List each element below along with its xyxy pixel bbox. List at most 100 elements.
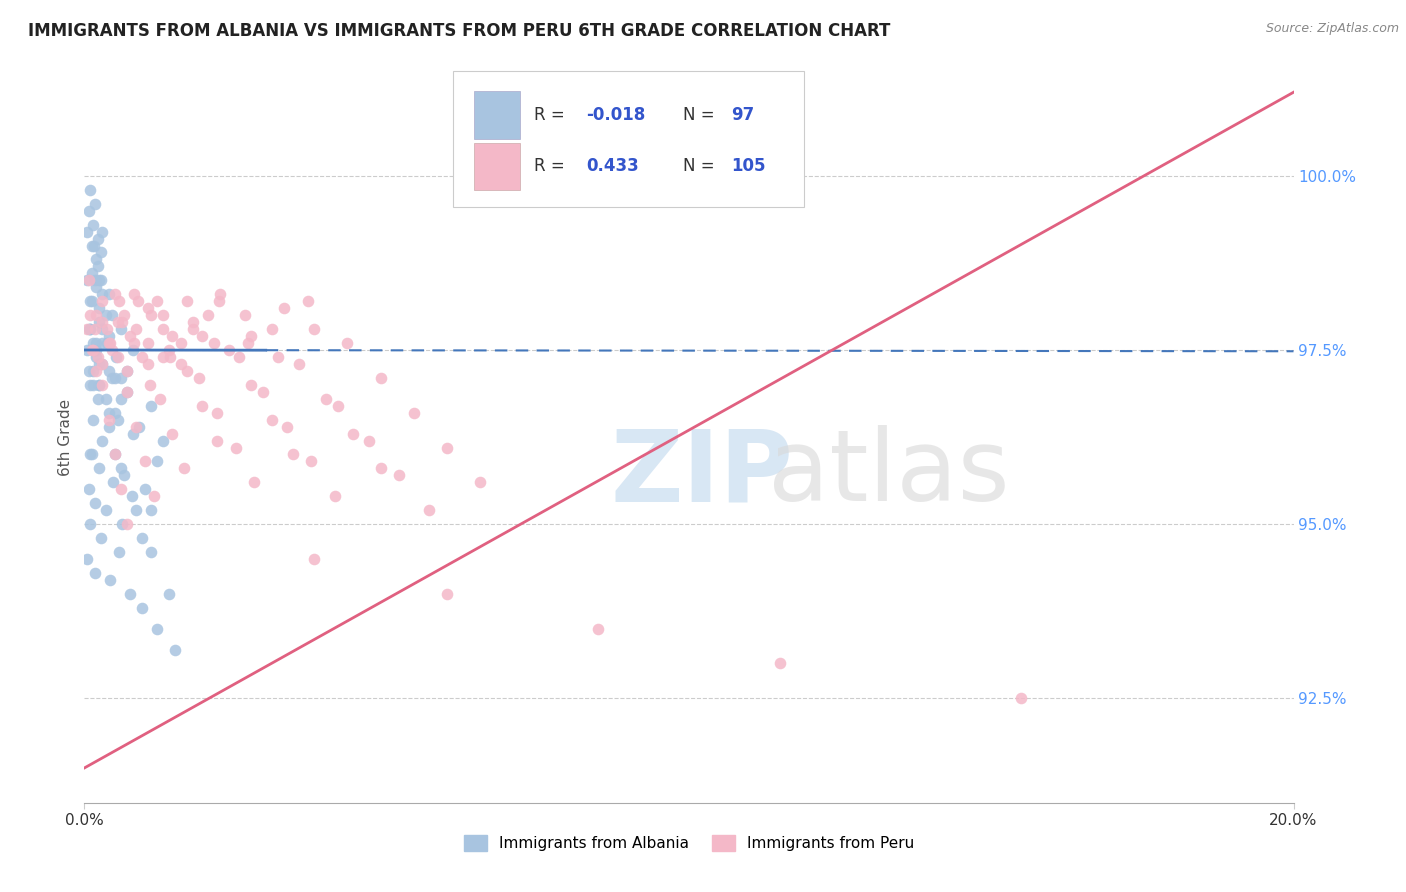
Point [323,489,346,503]
Point [302,552,325,566]
Point [260,412,283,426]
Point [98,573,121,587]
Point [139,399,162,413]
Text: 0.433: 0.433 [586,158,638,176]
Point [91,357,114,371]
Point [79,294,101,309]
Point [100,371,122,385]
Point [436,441,458,455]
Point [207,406,229,420]
Point [125,322,148,336]
Point [118,587,141,601]
Text: N =: N = [683,158,720,176]
Point [115,384,138,399]
Point [170,336,193,351]
Point [89,377,111,392]
Point [299,454,322,468]
Point [107,350,129,364]
Point [357,434,380,448]
Point [82,266,104,280]
Point [173,461,195,475]
Text: 105: 105 [731,158,766,176]
Point [127,294,149,309]
Point [84,196,107,211]
Point [122,287,145,301]
Point [80,238,103,252]
Point [84,322,107,336]
Point [76,322,98,336]
Point [86,231,108,245]
Point [112,468,135,483]
Point [252,384,274,399]
Point [76,273,98,287]
Point [90,273,112,287]
Point [115,364,138,378]
Point [86,252,108,267]
Point [104,287,127,301]
Point [139,545,162,559]
FancyBboxPatch shape [474,143,520,190]
Point [239,329,262,343]
Legend: Immigrants from Albania, Immigrants from Peru: Immigrants from Albania, Immigrants from… [457,830,921,857]
Point [86,350,108,364]
Point [91,315,114,329]
Y-axis label: 6th Grade: 6th Grade [58,399,73,475]
Point [79,183,101,197]
Point [288,357,311,371]
Point [110,322,132,336]
Point [181,315,204,329]
Point [86,392,108,406]
Point [110,461,132,475]
Point [94,392,117,406]
Point [152,434,174,448]
Point [97,412,120,426]
Point [77,322,100,336]
Text: N =: N = [683,106,720,124]
Point [181,322,204,336]
Point [233,308,256,322]
Point [118,329,141,343]
Point [418,503,440,517]
Text: atlas: atlas [768,425,1010,522]
Point [107,315,129,329]
Point [370,371,392,385]
Point [98,336,121,351]
Point [188,371,211,385]
Point [82,377,104,392]
Point [83,238,105,252]
Point [160,426,183,441]
Text: -0.018: -0.018 [586,106,645,124]
Point [281,448,304,462]
Point [131,350,153,364]
Point [79,517,101,532]
Text: Source: ZipAtlas.com: Source: ZipAtlas.com [1265,22,1399,36]
Point [108,545,131,559]
Point [131,600,153,615]
Point [115,384,138,399]
Point [97,287,120,301]
Point [89,377,111,392]
Point [82,364,104,378]
Text: IMMIGRANTS FROM ALBANIA VS IMMIGRANTS FROM PERU 6TH GRADE CORRELATION CHART: IMMIGRANTS FROM ALBANIA VS IMMIGRANTS FR… [28,22,890,40]
Point [121,343,143,357]
Point [110,483,132,497]
Point [111,315,134,329]
Point [87,315,110,329]
Point [86,343,108,357]
Point [152,350,174,364]
Point [89,301,111,316]
Point [115,517,138,532]
Point [97,419,120,434]
Point [328,399,350,413]
Point [225,441,247,455]
Point [104,406,127,420]
Point [146,294,169,309]
Point [97,364,120,378]
Point [104,448,127,462]
FancyBboxPatch shape [453,71,804,207]
Point [138,377,160,392]
Point [176,294,198,309]
Point [111,517,134,532]
Point [79,448,101,462]
Point [104,371,127,385]
